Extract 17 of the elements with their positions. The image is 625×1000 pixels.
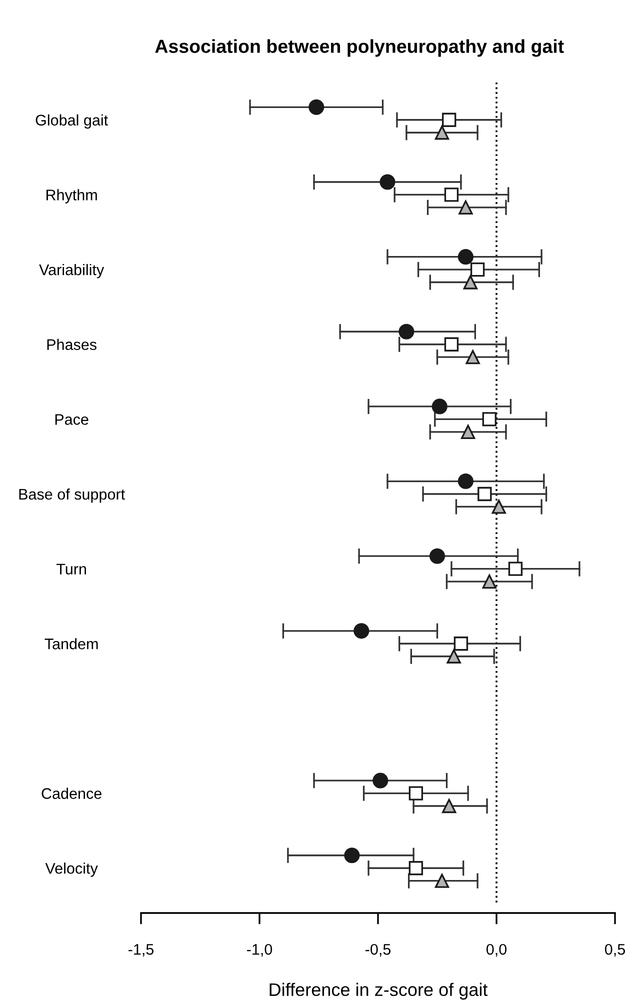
y-tick-label: Global gait <box>36 114 108 129</box>
y-tick-label: Phases <box>47 338 96 350</box>
chart-title: Association between polyneuropathy and gait <box>155 39 564 57</box>
y-tick-label: Pace <box>55 414 88 425</box>
y-tick-label: Velocity <box>45 862 98 877</box>
y-tick-label: Cadence <box>42 788 102 799</box>
y-tick-label: Tandem <box>44 638 98 650</box>
x-tick-label: 0,5 <box>604 944 625 957</box>
x-axis-title: Difference in z-score of gait <box>270 982 488 1000</box>
x-tick-label: 0,0 <box>486 944 507 957</box>
x-tick-label: -1,0 <box>247 944 272 957</box>
x-tick-label: -1,5 <box>128 944 154 957</box>
y-tick-label: Turn <box>56 564 86 575</box>
y-tick-label: Rhythm <box>46 189 97 204</box>
y-tick-label: Variability <box>39 264 104 278</box>
x-tick-label: -0,5 <box>366 944 391 957</box>
y-tick-label: Base of support <box>19 488 125 503</box>
